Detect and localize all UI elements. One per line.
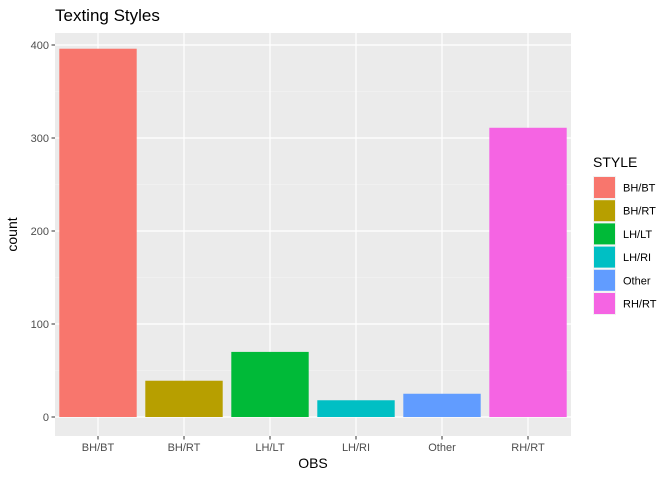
- bar: [403, 393, 481, 417]
- legend-label: BH/RT: [623, 206, 656, 218]
- y-tick-label: 100: [31, 319, 49, 331]
- chart-title: Texting Styles: [55, 6, 160, 25]
- x-tick-label: BH/BT: [82, 442, 115, 454]
- bar: [59, 48, 137, 417]
- legend-label: RH/RT: [623, 299, 657, 311]
- legend-items: BH/BT BH/RT LH/LT LH/RI Other RH/RT: [593, 176, 657, 315]
- legend-label: LH/RI: [623, 252, 651, 264]
- bar: [231, 351, 309, 417]
- plot-panel: [55, 33, 571, 436]
- y-tick-label: 300: [31, 133, 49, 145]
- y-tick-label: 200: [31, 226, 49, 238]
- y-tick-label: 400: [31, 40, 49, 52]
- legend-title: STYLE: [593, 154, 637, 170]
- legend-label: BH/BT: [623, 183, 656, 195]
- x-axis-title: OBS: [298, 455, 328, 471]
- x-tick-label: BH/RT: [168, 442, 201, 454]
- bar: [145, 380, 223, 417]
- x-tick-label: LH/LT: [255, 442, 284, 454]
- legend-swatch: [594, 177, 615, 198]
- bars: [59, 48, 567, 418]
- legend-swatch: [594, 200, 615, 222]
- legend: STYLE BH/BT BH/RT LH/LT LH/RI Other RH/RT: [593, 154, 657, 315]
- y-tick-label: 0: [43, 412, 49, 424]
- legend-swatch: [594, 269, 615, 291]
- y-axis: 0 100 200 300 400: [31, 40, 55, 424]
- x-tick-label: LH/RI: [342, 442, 370, 454]
- legend-swatch: [594, 223, 615, 245]
- legend-swatch: [594, 246, 615, 268]
- x-tick-label: RH/RT: [511, 442, 545, 454]
- legend-label: LH/LT: [623, 229, 652, 241]
- legend-swatch: [594, 293, 615, 314]
- bar: [317, 400, 395, 417]
- x-axis: BH/BT BH/RT LH/LT LH/RI Other RH/RT: [82, 436, 545, 454]
- y-axis-title: count: [4, 217, 20, 251]
- bar: [489, 127, 567, 418]
- x-tick-label: Other: [428, 442, 456, 454]
- legend-label: Other: [623, 275, 651, 287]
- minor-gridlines: [55, 91, 571, 371]
